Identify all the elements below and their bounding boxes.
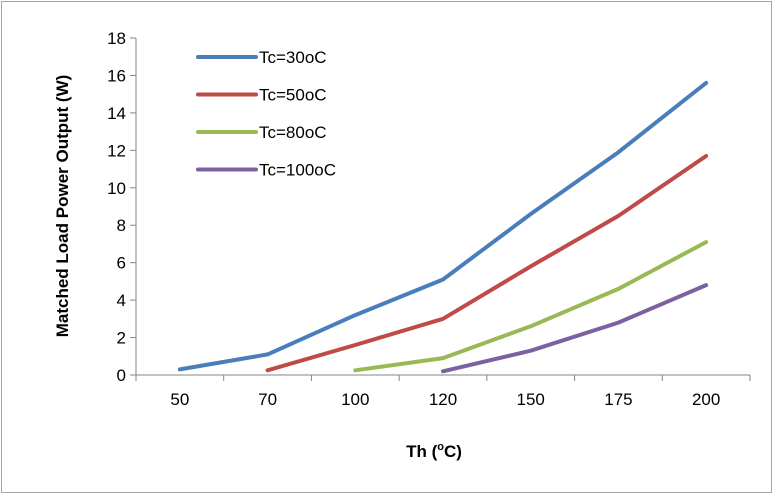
series-line-2: [265, 154, 709, 373]
y-tick-label: 8: [117, 216, 126, 235]
x-axis-title: Th (oC): [406, 441, 462, 461]
legend-label: Tc=50oC: [259, 86, 327, 105]
y-tick-label: 4: [117, 291, 126, 310]
series-line-3: [353, 240, 709, 373]
x-tick-label: 70: [258, 390, 277, 409]
x-tick-label: 100: [341, 390, 369, 409]
x-tick-label: 175: [604, 390, 632, 409]
series-line-4: [441, 283, 709, 374]
y-tick-label: 10: [107, 179, 126, 198]
series-lines: [177, 80, 709, 374]
x-tick-label: 150: [517, 390, 545, 409]
y-tick-label: 0: [117, 366, 126, 385]
x-axis-title-superscript: o: [437, 441, 444, 453]
x-tick-label: 200: [692, 390, 720, 409]
y-tick-label: 14: [107, 104, 126, 123]
x-axis-ticks: 50 70 100 120 150 175 200: [135, 375, 751, 409]
y-axis-title: Matched Load Power Output (W): [53, 75, 72, 338]
legend: Tc=30oC Tc=50oC Tc=80oC Tc=100oC: [196, 48, 336, 180]
legend-label: Tc=30oC: [259, 48, 327, 67]
y-axis-ticks: 0 2 4 6 8 10 12 14 16 18: [107, 29, 136, 385]
x-axis-title-part-2: C): [444, 442, 462, 461]
legend-label: Tc=80oC: [259, 123, 327, 142]
x-tick-label: 50: [170, 390, 189, 409]
y-tick-label: 6: [117, 254, 126, 273]
y-tick-label: 2: [117, 329, 126, 348]
y-tick-label: 12: [107, 141, 126, 160]
y-tick-label: 18: [107, 29, 126, 48]
y-tick-label: 16: [107, 66, 126, 85]
x-axis-title-part-1: Th (: [406, 442, 437, 461]
series-line-1: [177, 80, 709, 372]
x-tick-label: 120: [429, 390, 457, 409]
legend-label: Tc=100oC: [259, 161, 336, 180]
axes: [135, 38, 750, 376]
